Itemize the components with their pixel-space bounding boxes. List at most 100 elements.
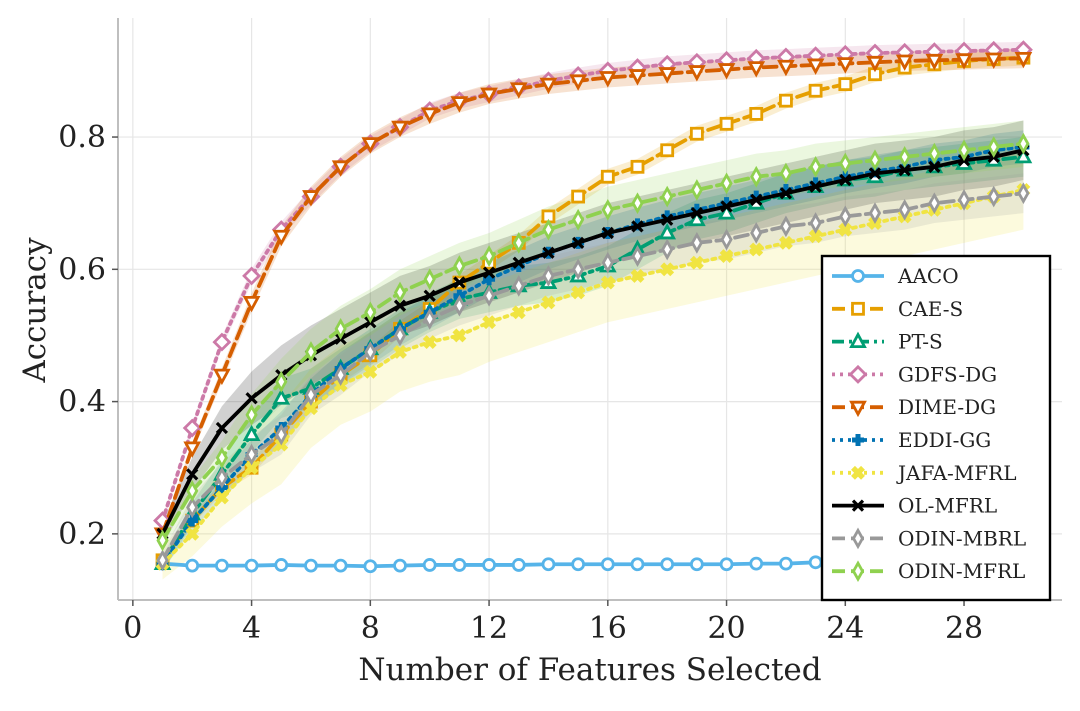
y-tick-label: 0.6 [58,252,106,287]
point-odin-mbrl [482,284,496,307]
point-aaco [185,558,200,573]
point-jafa-mfrl [630,268,645,283]
point-aaco [333,558,348,573]
point-ol-mfrl [542,246,555,259]
point-dime-dg [420,107,439,124]
point-jafa-mfrl [838,222,853,237]
x-tick-label: 24 [826,611,864,646]
point-odin-mbrl [572,258,585,281]
point-ol-mfrl [690,206,703,220]
point-dime-dg [539,77,558,95]
point-dime-dg [955,53,973,70]
point-odin-mbrl [275,423,288,446]
point-jafa-mfrl [541,295,556,310]
legend-marker [851,465,865,480]
x-tick-label: 8 [361,611,380,646]
point-jafa-mfrl [363,364,378,379]
point-pt-s [242,424,261,442]
point-dime-dg [450,96,469,113]
point-jafa-mfrl [600,275,615,290]
point-jafa-mfrl [749,242,764,257]
point-jafa-mfrl [185,526,200,541]
point-aaco [600,557,615,572]
point-jafa-mfrl [808,229,823,244]
point-cae-s [808,83,823,98]
point-odin-mbrl [542,265,555,287]
point-dime-dg [984,52,1003,69]
point-gdfs-dg [182,418,202,438]
point-jafa-mfrl [452,328,467,343]
legend-item-aaco: AACO [832,264,959,288]
point-ol-mfrl [245,392,258,405]
legend-marker [851,499,865,512]
y-tick-label: 0.4 [58,385,106,420]
point-odin-mfrl [631,192,644,215]
legend-marker [849,331,867,349]
point-aaco [749,556,764,571]
legend-label: EDDI-GG [898,428,991,452]
point-odin-mfrl [601,198,614,221]
point-gdfs-dg [212,332,232,352]
point-odin-mfrl [512,232,525,254]
band-jafa-mfrl [162,150,1024,580]
legend-item-cae-s: CAE-S [832,297,963,321]
point-odin-mfrl [661,185,674,208]
legend-label: DIME-DG [898,395,996,419]
x-tick-label: 4 [242,611,261,646]
point-odin-mbrl [868,202,882,224]
point-odin-mbrl [720,228,733,251]
point-eddi-gg [483,273,496,286]
point-ol-mfrl [779,187,793,200]
point-ol-mfrl [186,468,199,481]
legend-item-eddi-gg: EDDI-GG [832,428,991,452]
point-odin-mbrl [423,308,436,330]
point-odin-mfrl [364,301,377,324]
point-odin-mbrl [156,549,169,572]
y-tick-label: 0.2 [58,517,106,552]
point-cae-s [779,93,793,108]
point-odin-mfrl [572,208,585,231]
point-pt-s [1014,146,1033,164]
point-aaco [660,557,675,572]
legend-label: PT-S [898,330,943,354]
point-dime-dg [628,69,647,86]
point-aaco [274,558,289,572]
axes: 0 4 8 12 16 20 24 28 0.2 0.4 0.6 0.8 [58,18,1062,646]
legend-marker [848,364,868,384]
point-jafa-mfrl [571,285,586,300]
x-tick-label: 28 [945,611,983,646]
point-dime-dg [658,67,677,84]
point-ol-mfrl [928,160,941,173]
point-dime-dg [836,57,855,74]
point-odin-mfrl [186,480,199,502]
point-ol-mfrl [482,266,496,279]
x-axis-title: Number of Features Selected [358,652,821,688]
point-odin-mbrl [245,443,258,466]
legend-marker [851,301,865,316]
legend-label: OL-MFRL [898,494,997,518]
point-aaco [452,558,467,572]
point-odin-mfrl [928,142,941,165]
point-odin-mbrl [364,341,377,363]
point-odin-mfrl [868,149,882,172]
legend-marker [851,527,865,550]
point-dime-dg [866,55,884,73]
point-odin-mbrl [957,189,971,211]
band-eddi-gg [162,130,1024,571]
point-jafa-mfrl [244,460,259,475]
point-odin-mbrl [334,364,347,386]
x-tick-label: 16 [589,611,627,646]
point-dime-dg [925,53,944,71]
legend-marker [851,560,865,583]
point-odin-mfrl [779,162,793,185]
point-ol-mfrl [393,299,407,312]
legend-label: ODIN-MBRL [898,526,1026,550]
point-pt-s [272,388,291,405]
point-pt-s [717,203,736,220]
point-aaco [689,557,704,572]
point-ol-mfrl [512,256,525,269]
legend-item-jafa-mfrl: JAFA-MFRL [832,461,1017,485]
point-odin-mbrl [928,192,941,215]
point-pt-s [688,209,706,227]
